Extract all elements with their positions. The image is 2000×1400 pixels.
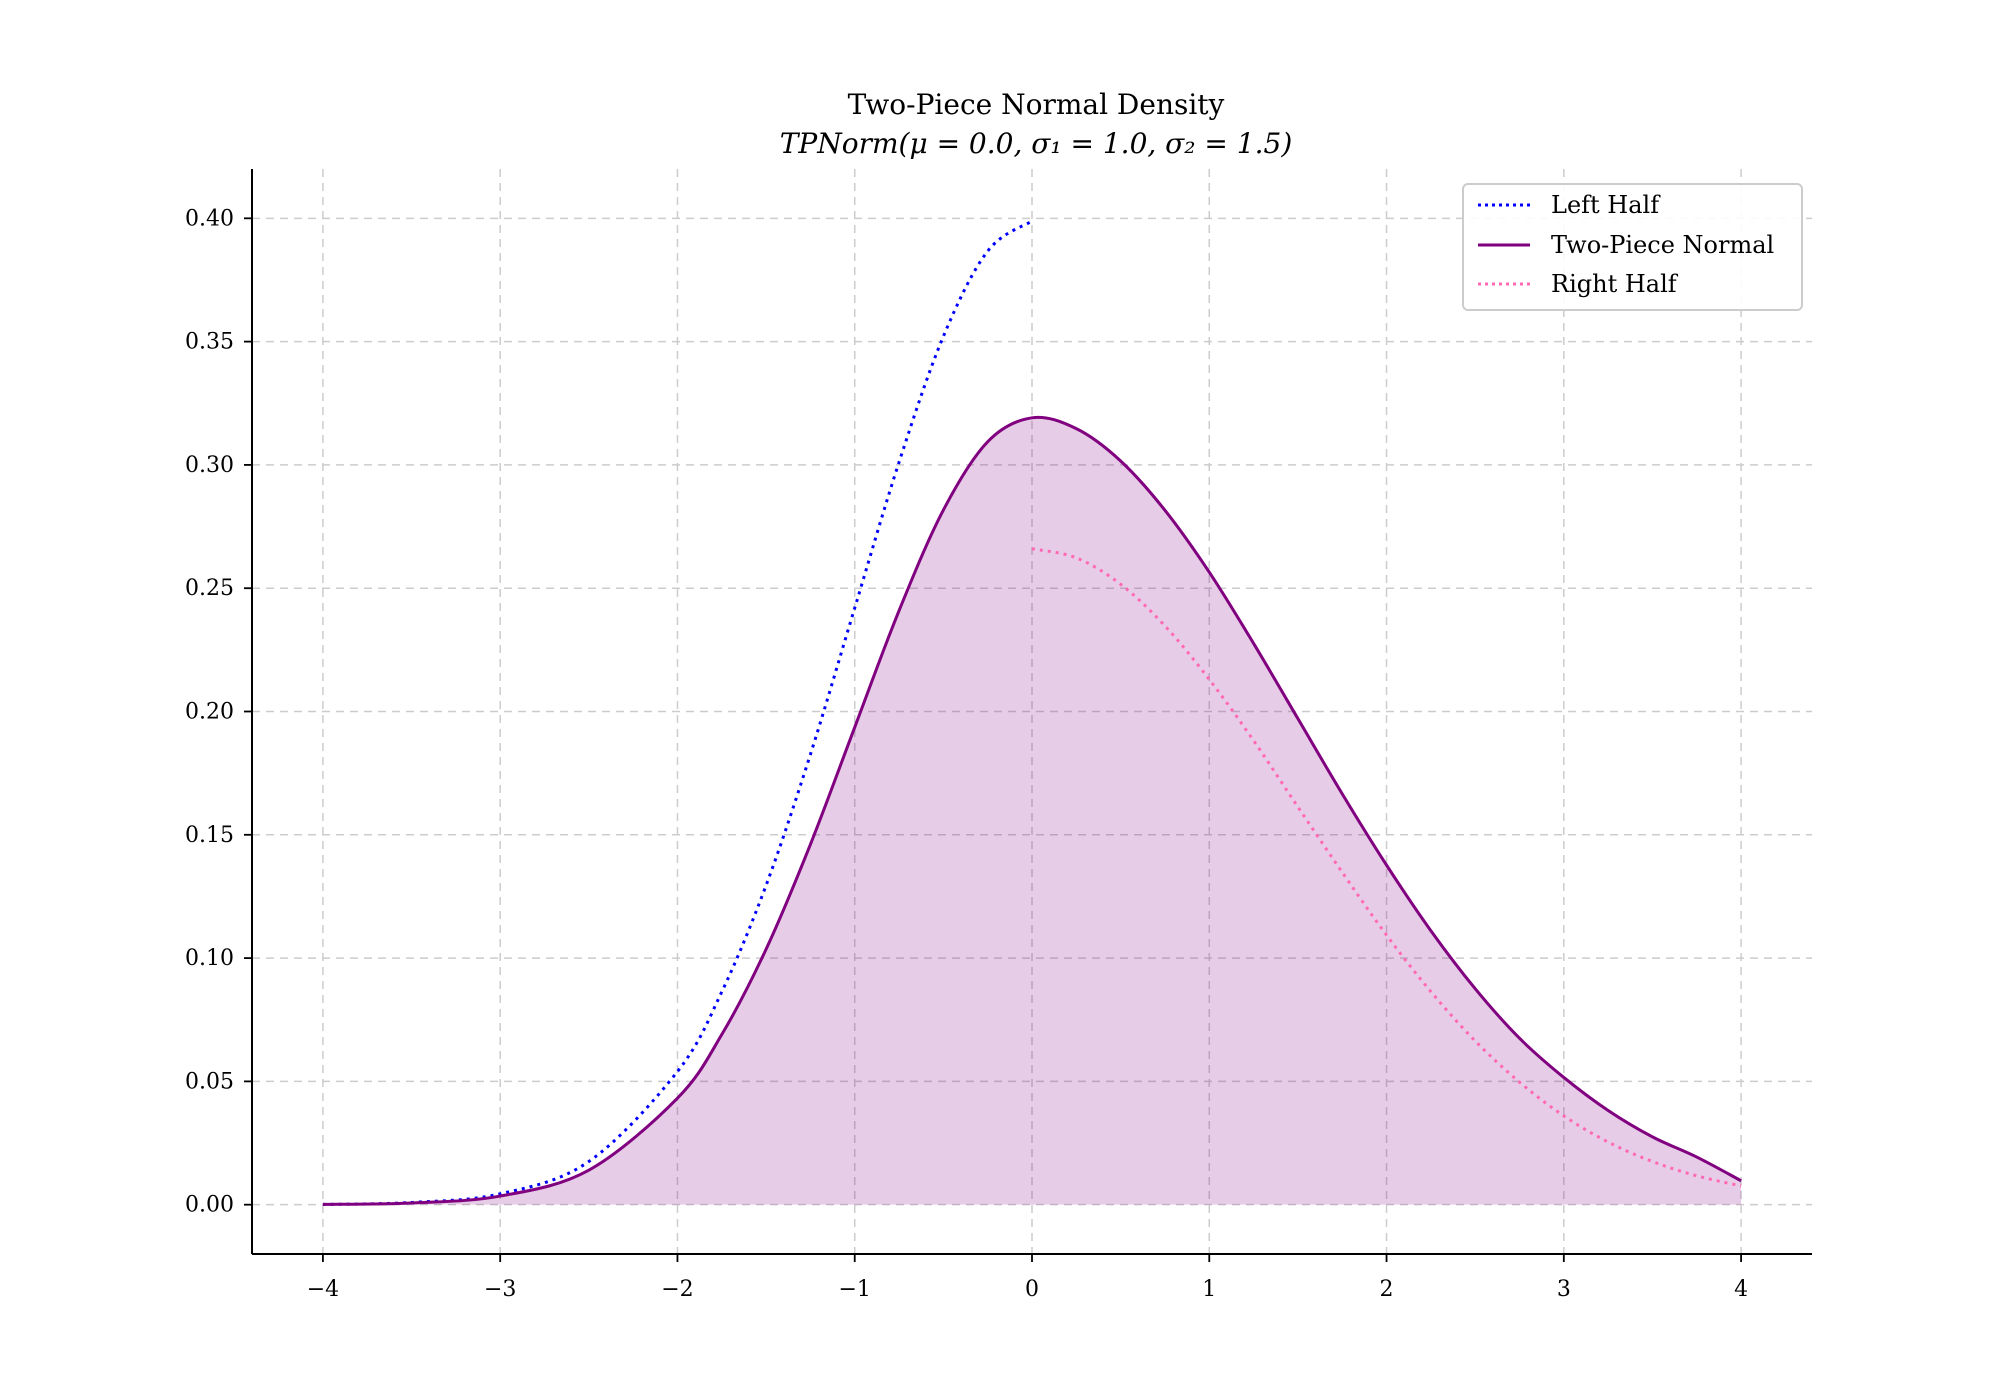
chart-subtitle: TPNorm(μ = 0.0, σ₁ = 1.0, σ₂ = 1.5) [780,127,1293,160]
tick-layer: −4 −3 −2 −1 0 1 2 3 4 0.00 0.05 0.10 0.15 0.20 0.25 0.3… [185,206,1748,1302]
x-tick-label: −3 [484,1277,516,1302]
x-tick-label: 1 [1202,1277,1216,1302]
legend: Left Half Two-Piece Normal Right Half [1462,183,1803,311]
legend-box [1462,183,1803,311]
x-tick-label: −4 [307,1277,339,1302]
y-tick-label: 0.40 [185,206,234,231]
fill-area-two-piece-normal [322,417,1742,1205]
x-tick-label: −1 [839,1277,871,1302]
x-tick-label: 4 [1734,1277,1748,1302]
chart-title: Two-Piece Normal Density [848,88,1225,121]
y-tick-label: 0.35 [185,330,234,355]
x-tick-label: 0 [1025,1277,1039,1302]
y-tick-label: 0.05 [185,1069,234,1094]
legend-label-right-half: Right Half [1551,270,1679,298]
y-tick-label: 0.30 [185,453,234,478]
y-tick-label: 0.15 [185,823,234,848]
y-tick-label: 0.25 [185,576,234,601]
y-tick-label: 0.00 [185,1193,234,1218]
x-tick-label: −2 [661,1277,693,1302]
grid-lines [252,169,1812,1254]
y-tick-label: 0.20 [185,700,234,725]
y-tick-label: 0.10 [185,946,234,971]
x-tick-label: 2 [1380,1277,1394,1302]
legend-label-two-piece: Two-Piece Normal [1551,231,1774,259]
fill-area-layer [322,417,1742,1205]
series-layer [322,219,1742,1206]
x-tick-label: 3 [1557,1277,1571,1302]
series-line-two-piece-normal [322,415,1742,1206]
series-line-left-half [322,219,1033,1206]
legend-label-left-half: Left Half [1551,191,1661,219]
